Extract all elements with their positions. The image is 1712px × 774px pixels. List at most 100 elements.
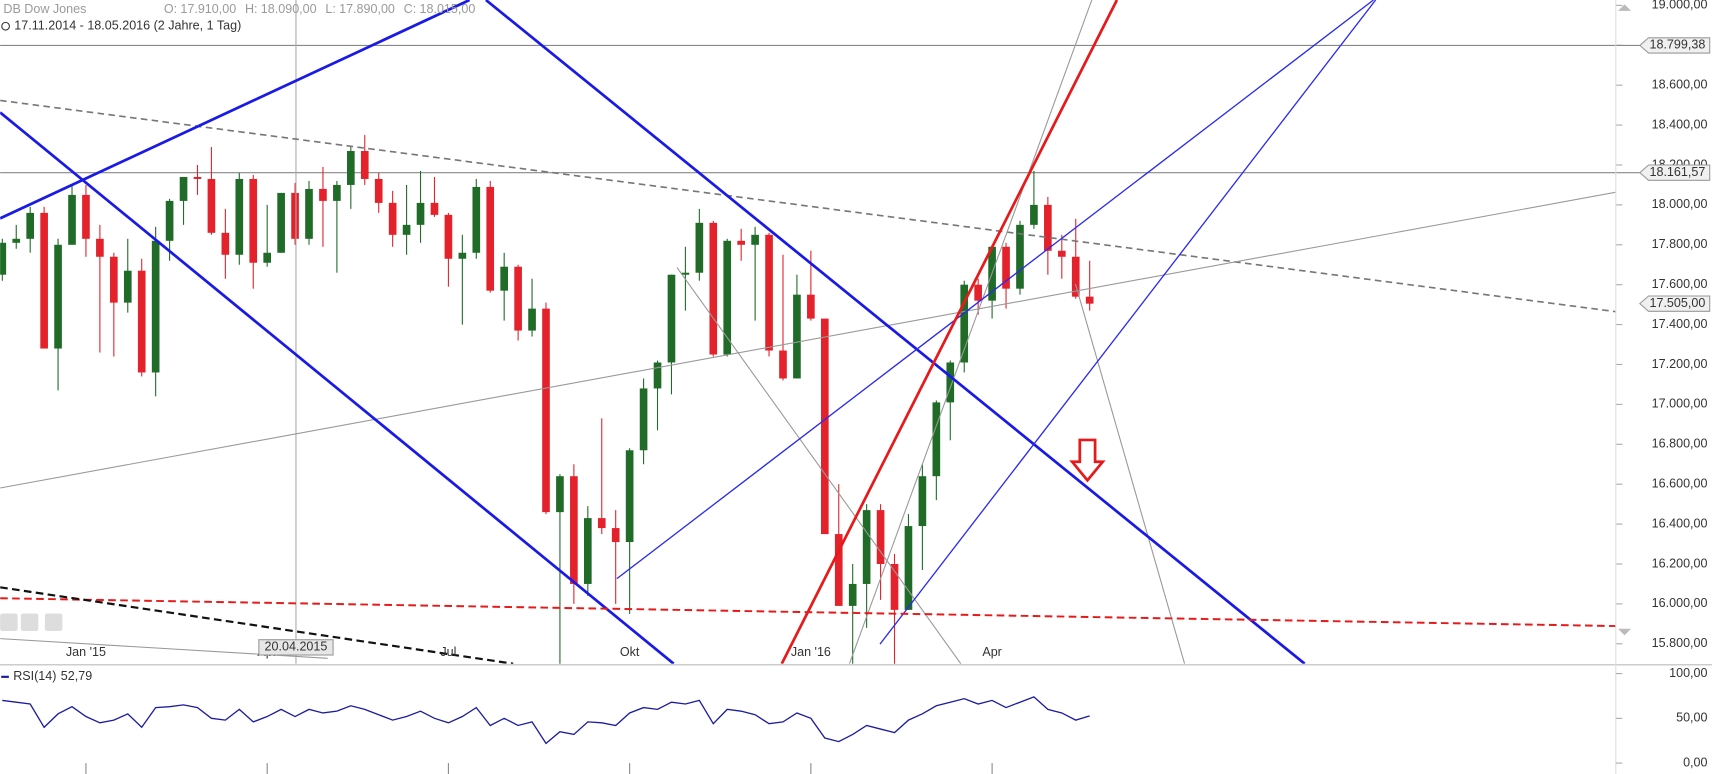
y-tick-label: 17.000,00 xyxy=(1652,397,1708,411)
candle-body xyxy=(820,318,829,535)
candle-body xyxy=(430,202,439,215)
candle-body xyxy=(1002,246,1010,289)
candle-body xyxy=(681,272,690,275)
trend-line xyxy=(879,0,1377,645)
candle-body xyxy=(918,476,927,527)
candle-body xyxy=(974,284,982,301)
candle-body xyxy=(110,256,118,303)
candle-body xyxy=(751,234,759,245)
candle-body xyxy=(904,526,913,610)
candle-body xyxy=(179,176,188,201)
rsi-line xyxy=(2,696,1090,745)
rsi-panel: 0,00 50,00 100,00 RSI(14) 52,79 xyxy=(1,666,1708,769)
download-button[interactable] xyxy=(20,613,39,631)
trend-line xyxy=(676,267,962,664)
toolbar xyxy=(0,4,1632,636)
candle-body xyxy=(1044,204,1052,251)
down-arrow xyxy=(1069,438,1106,483)
candle-body xyxy=(611,528,620,543)
candle-body xyxy=(1057,250,1066,257)
candle-body xyxy=(123,270,132,303)
candle-body xyxy=(723,240,732,355)
candle-body xyxy=(500,266,508,291)
y-tick-label: 16.000,00 xyxy=(1652,596,1708,610)
zoom-button[interactable] xyxy=(0,613,18,631)
candle-body xyxy=(319,188,327,201)
candle-body xyxy=(932,402,941,477)
candle-body xyxy=(221,232,230,255)
y-tick-label: 18.000,00 xyxy=(1652,197,1708,211)
x-tick-label: Jan '15 xyxy=(66,645,106,659)
x-tick-label: Okt xyxy=(620,645,640,659)
y-tick-label: 19.000,00 xyxy=(1652,0,1708,12)
candle-body xyxy=(360,151,369,179)
candle-body xyxy=(235,178,244,255)
candle-body xyxy=(277,192,285,253)
candle-body xyxy=(667,274,676,363)
candle-body xyxy=(347,151,355,185)
y-tick-label: 50,00 xyxy=(1676,711,1707,725)
candle-body xyxy=(249,178,258,263)
candle-body xyxy=(305,188,313,239)
candle-body xyxy=(388,202,397,235)
candle-body xyxy=(653,362,662,389)
ohlc-value: 17.890,00 xyxy=(339,2,395,16)
candle-body xyxy=(890,563,899,610)
ohlc-key: L: xyxy=(325,2,335,16)
trend-line xyxy=(616,0,1374,580)
x-tick-label: Jan '16 xyxy=(791,645,831,659)
candle-body xyxy=(583,518,592,584)
candle-body xyxy=(96,238,104,257)
channel-line xyxy=(0,111,675,664)
last-price-box xyxy=(1638,295,1711,312)
candle-body xyxy=(374,178,383,203)
y-tick-label: 18.400,00 xyxy=(1652,117,1708,131)
ohlc-value: 18.015,00 xyxy=(420,2,476,16)
candle-body xyxy=(263,252,272,263)
candle-body xyxy=(542,308,550,513)
candle-body xyxy=(54,244,62,349)
price-label-box xyxy=(1638,37,1711,54)
y-tick-label: 0,00 xyxy=(1683,755,1707,769)
candle-body xyxy=(207,178,216,233)
trend-line xyxy=(780,0,1119,664)
trend-line xyxy=(848,0,1093,664)
candle-body xyxy=(40,212,48,349)
candle-body xyxy=(1016,224,1024,289)
candle-body xyxy=(0,242,7,275)
y-tick-label: 16.800,00 xyxy=(1652,437,1708,451)
price-label: 18.161,57 xyxy=(1649,165,1705,179)
y-tick-label: 17.200,00 xyxy=(1652,357,1708,371)
chart-title: DB Dow Jones xyxy=(3,2,86,16)
candle-body xyxy=(291,192,299,239)
candle-body xyxy=(597,518,606,529)
candle-body xyxy=(556,476,564,513)
candle-body xyxy=(876,510,885,564)
candle-body xyxy=(862,510,871,584)
candle-body xyxy=(458,252,467,259)
candle-body xyxy=(695,222,704,273)
candle-body xyxy=(165,200,174,241)
candle-body xyxy=(960,284,969,363)
ohlc-key: H: xyxy=(245,2,258,16)
menu-button[interactable] xyxy=(44,613,63,631)
y-tick-label: 16.600,00 xyxy=(1652,477,1708,491)
last-price-label: 17.505,00 xyxy=(1649,296,1705,310)
candle-body xyxy=(848,583,857,606)
candle-body xyxy=(1071,256,1080,297)
x-tick-label: Jul xyxy=(440,645,456,659)
legend-label: RSI(14) xyxy=(13,669,56,683)
candle-body xyxy=(709,222,718,355)
y-tick-label: 17.400,00 xyxy=(1652,317,1708,331)
crosshair-box xyxy=(258,639,334,656)
grid xyxy=(0,4,1644,774)
candle-body xyxy=(416,202,425,225)
candle-body xyxy=(402,224,411,235)
candle-body xyxy=(639,388,648,451)
scroll-arrows[interactable] xyxy=(1617,4,1632,636)
y-tick-label: 100,00 xyxy=(1669,666,1707,680)
trend-line xyxy=(0,99,1616,313)
price-label-box xyxy=(1638,164,1711,181)
candle-body xyxy=(834,534,843,606)
